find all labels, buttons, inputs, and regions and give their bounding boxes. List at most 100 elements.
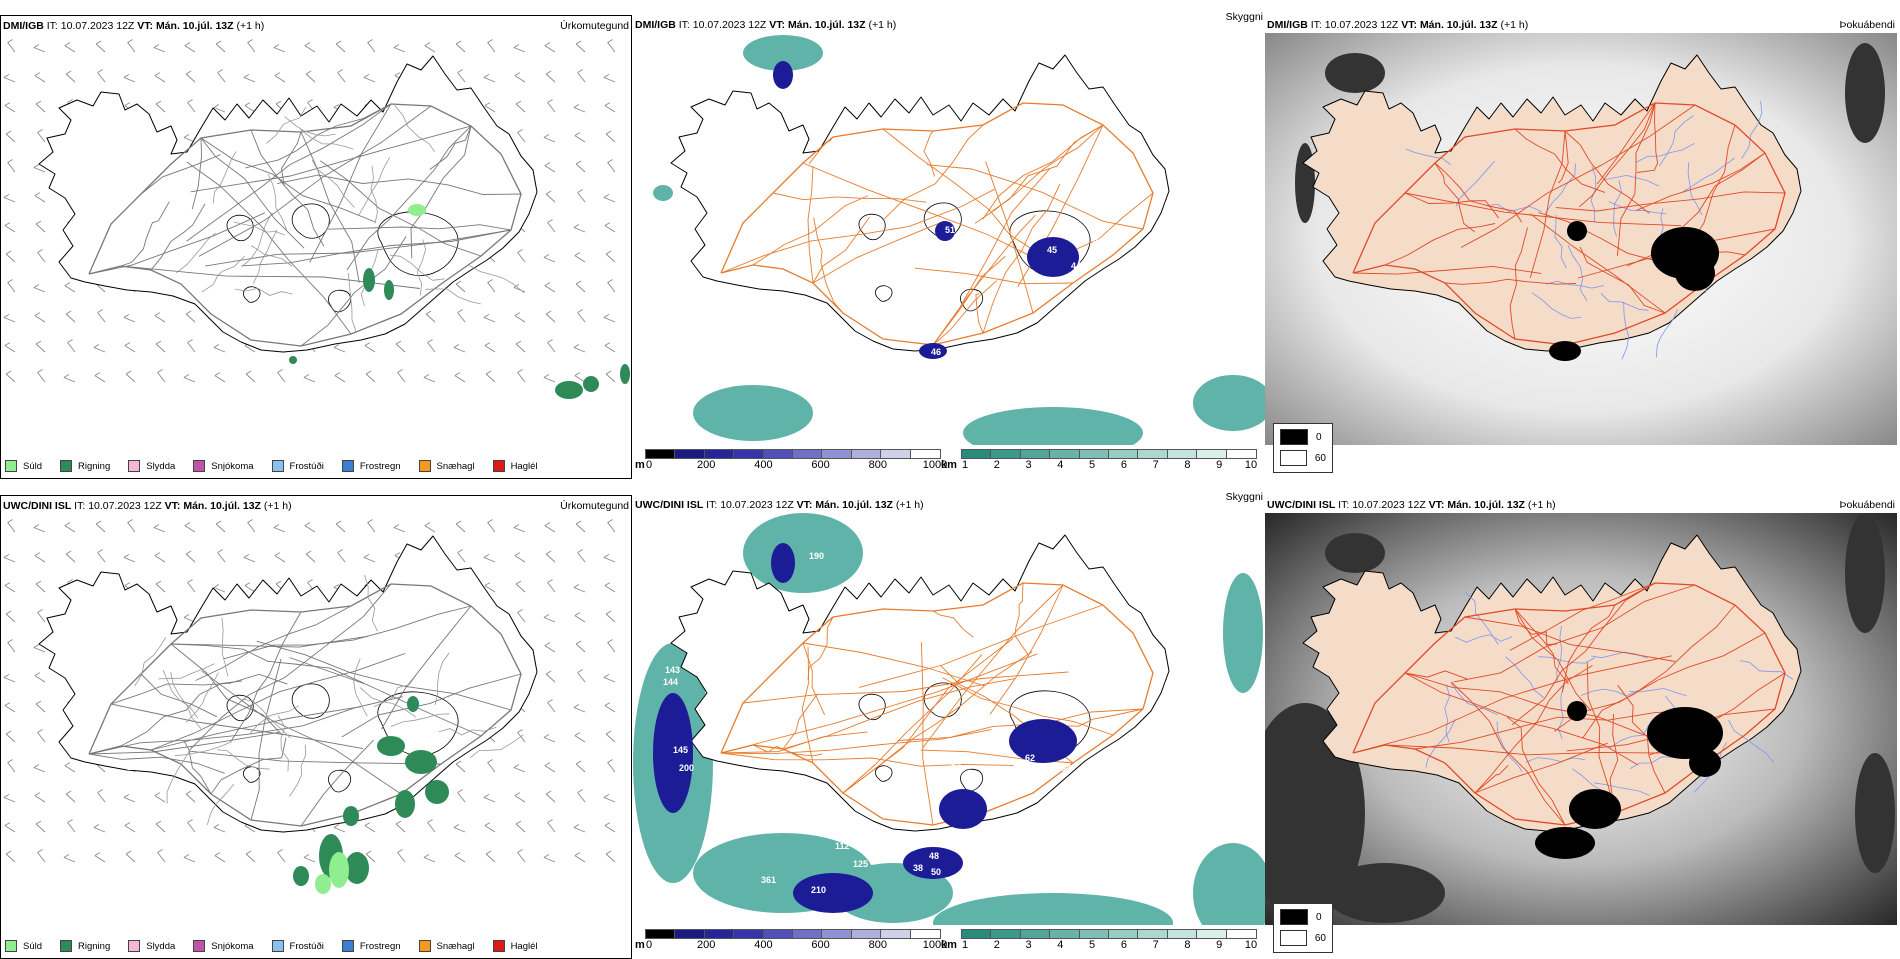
legend-item: Haglél [492,940,538,952]
wind-barb [35,820,46,833]
rain-area [407,696,419,712]
wind-barb-shaft [545,793,556,803]
wind-barb-flag [335,40,342,45]
road [1514,128,1606,193]
road [1637,102,1659,173]
river [389,254,445,281]
wind-barb-shaft [4,345,16,353]
wind-barb-shaft [364,825,376,833]
wind-barb-shaft [574,255,586,263]
wind-barb-flag [35,100,42,105]
wind-barb [607,159,616,173]
glacier-outline [875,285,893,302]
wind-barb-shaft [95,523,106,533]
wind-barb [457,69,466,83]
wind-barb-shaft [337,552,346,563]
road [198,105,432,257]
wind-barb [484,342,496,353]
wind-barb [575,760,586,773]
wind-barb [33,644,46,653]
vt-label: VT: [1401,19,1418,31]
colorbar-tick-label: 7 [1152,939,1159,951]
road [859,604,1104,688]
rain-area [293,866,309,886]
wind-barb-flag [93,344,100,348]
road [1404,192,1523,223]
wind-barb [187,339,196,353]
wind-barb-flag [605,250,612,255]
legend-label: Frostregn [359,940,401,952]
glacier-outline [960,288,984,312]
wind-barb [5,370,16,383]
wind-barb-flag [185,790,192,795]
road [1464,616,1676,662]
wind-barb-shaft [64,285,76,293]
wind-barb-flag [33,44,40,48]
wind-barb-flag [305,70,312,75]
road [1514,608,1569,684]
wind-barb-flag [517,369,523,373]
wind-barb [304,42,316,53]
wind-barb-flag [607,519,613,523]
wind-barb [305,550,316,563]
rain-area [425,780,449,804]
legend-swatch [341,460,354,472]
visibility-colorbar: m 0 200 400 600 800 1000 km 1 2 3 4 5 6 7 8 9 10 [633,929,1265,955]
wind-barb-flag [185,70,192,75]
vt-label: VT: [769,19,786,31]
river [1629,688,1687,697]
wind-barb [573,104,586,113]
wind-barb-shaft [603,197,616,203]
rain-area [620,364,630,384]
wind-barb-flag [337,549,343,553]
wind-barb [155,820,166,833]
wind-barb-shaft [213,347,226,353]
wind-barb-flag [547,579,553,583]
colorbar-segment [1108,929,1140,939]
road [882,128,1049,260]
wind-barb [573,584,586,593]
wind-barb [65,790,76,803]
wind-barb [35,220,46,233]
glacier-outline [858,213,886,241]
road [807,616,834,680]
wind-barb-shaft [35,703,46,713]
wind-barb-flag [157,369,163,373]
wind-barb [93,344,106,353]
wind-barb-flag [215,40,222,45]
colorbar-tick-label: 5 [1089,939,1096,951]
wind-barb-shaft [547,222,556,233]
wind-barb-flag [214,852,221,856]
road [842,654,983,794]
wind-barb-shaft [543,617,556,623]
wind-barb [577,189,586,203]
wind-barb-flag [607,279,613,283]
wind-barb-shaft [303,857,316,863]
wind-barb [577,669,586,683]
wind-barb-flag [247,519,253,523]
wind-barb [215,520,226,533]
colorbar-segment [1078,929,1111,939]
wind-barb-shaft [4,105,16,113]
river [1687,162,1703,216]
wind-barb-shaft [7,522,16,533]
wind-barb-shaft [94,375,106,383]
colorbar-tick-label: 200 [697,939,716,951]
wind-barb-shaft [245,373,256,383]
wind-barb [577,789,586,803]
model-name: DMI/IGB [3,20,44,32]
wind-barb-flag [513,524,520,528]
river [162,669,199,719]
wind-barb-flag [547,99,553,103]
wind-barb-shaft [304,45,316,53]
field-name: Þokuábendi [1839,19,1895,31]
wind-barb [365,850,376,863]
rain-area [395,790,415,818]
wind-barb [4,342,16,353]
wind-barb [545,790,556,803]
wind-barb [3,554,16,563]
wind-barb [213,344,226,353]
visibility-value-label: 48 [929,851,939,861]
river [242,698,291,739]
wind-barb-flag [244,102,251,106]
